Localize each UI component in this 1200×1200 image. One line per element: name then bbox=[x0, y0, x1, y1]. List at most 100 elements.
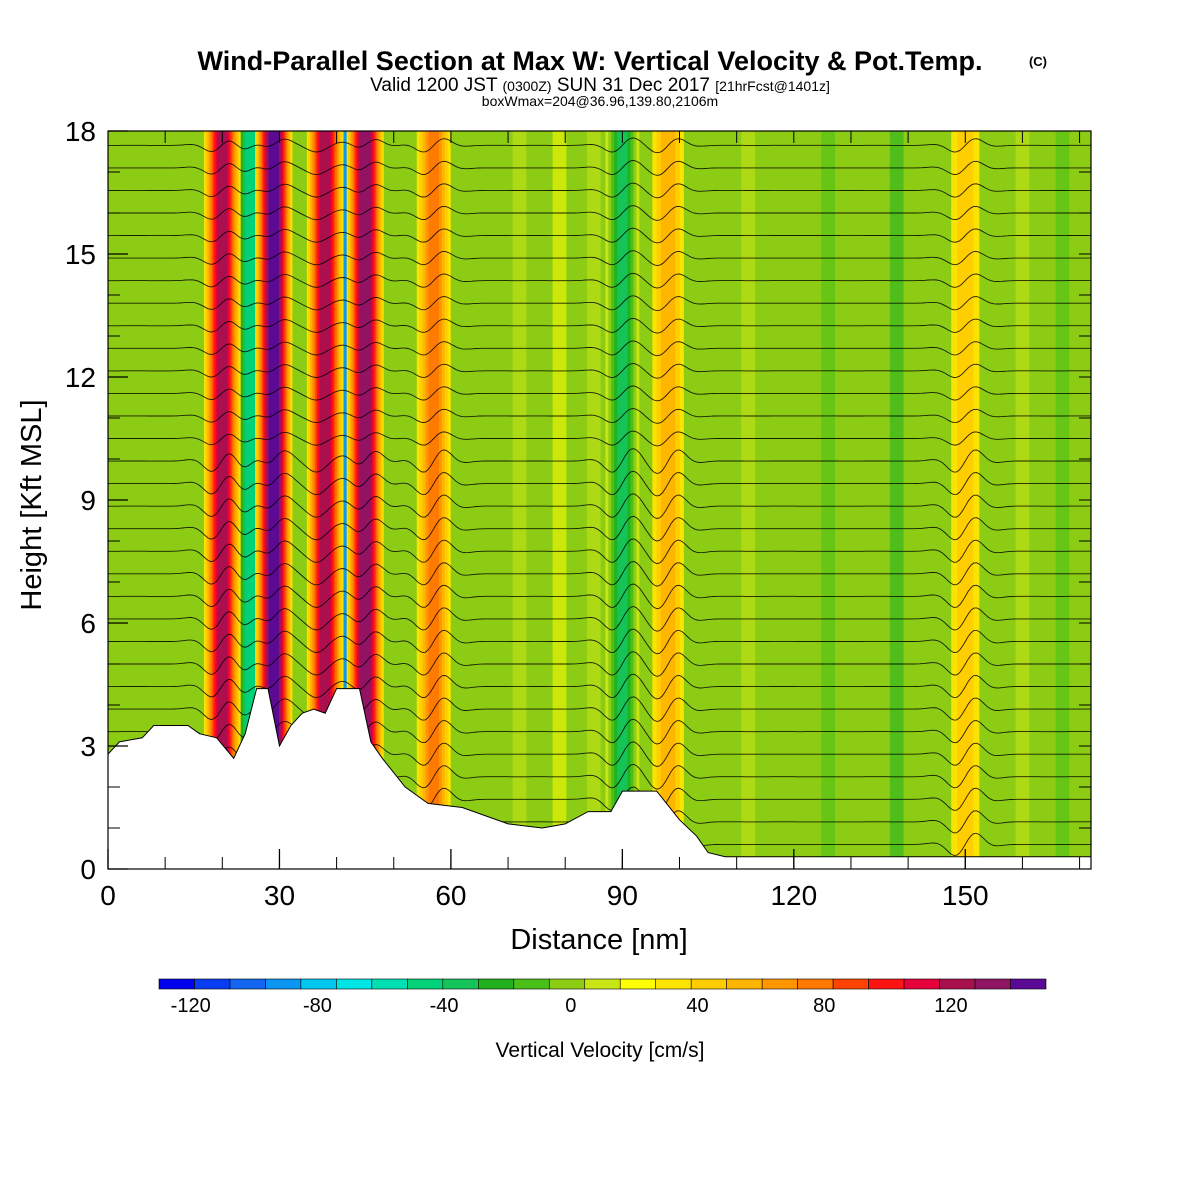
colorbar-swatch bbox=[726, 978, 763, 990]
weak-streak-x112 bbox=[741, 131, 755, 869]
colorbar-swatch bbox=[371, 978, 408, 990]
y-tick-label: 15 bbox=[65, 239, 96, 270]
y-tick-label: 0 bbox=[80, 854, 96, 885]
colorbar-swatch bbox=[513, 978, 550, 990]
colorbar-swatch bbox=[442, 978, 479, 990]
colorbar-swatch bbox=[1010, 978, 1047, 990]
isentrope-contour bbox=[108, 470, 1091, 497]
terrain bbox=[108, 688, 1091, 869]
chart-subtitle: Valid 1200 JST (0300Z) SUN 31 Dec 2017 [… bbox=[370, 75, 830, 96]
colorbar-swatch bbox=[336, 978, 373, 990]
forecast-info: [21hrFcst@1401z] bbox=[715, 78, 830, 94]
colorbar-swatch bbox=[690, 978, 727, 990]
colorbar-tick-label: -40 bbox=[430, 995, 459, 1017]
isentrope-contour bbox=[108, 272, 1091, 289]
colorbar-tick-label: 0 bbox=[565, 995, 576, 1017]
y-tick-label: 12 bbox=[65, 362, 96, 393]
colorbar-swatch bbox=[584, 978, 621, 990]
colorbar-tick-label: 120 bbox=[934, 995, 967, 1017]
isentrope-contour bbox=[108, 651, 1091, 677]
y-tick-label: 3 bbox=[80, 731, 96, 762]
y-tick-label: 9 bbox=[80, 485, 96, 516]
colorbar-label: Vertical Velocity [cm/s] bbox=[496, 1039, 705, 1062]
isentrope-contour bbox=[108, 515, 1091, 542]
colorbar-swatch bbox=[761, 978, 798, 990]
x-axis-label: Distance [nm] bbox=[510, 924, 687, 956]
weak-streak-x167 bbox=[1055, 131, 1070, 869]
colorbar-swatch bbox=[939, 978, 976, 990]
downdraft-x25-level-60 bbox=[245, 131, 257, 869]
isentrope-contour bbox=[108, 295, 1091, 312]
weak-streak-x72 bbox=[512, 131, 527, 869]
isentrope-contour bbox=[108, 317, 1091, 334]
valid-date: SUN 31 Dec 2017 bbox=[557, 75, 710, 96]
updraft-x98-level-30 bbox=[660, 131, 676, 869]
weak-streak-x79 bbox=[552, 131, 567, 869]
weak-streak-x85 bbox=[586, 131, 601, 869]
isentrope-contour bbox=[108, 340, 1091, 357]
colorbar: -120 -80 -40 0 40 80 120 bbox=[158, 978, 1047, 1017]
isentrope-contour bbox=[108, 137, 1091, 154]
updraft-x150-level-20 bbox=[957, 131, 974, 869]
isentrope-contour bbox=[108, 363, 1091, 379]
colorbar-swatch bbox=[974, 978, 1011, 990]
box-info: boxWmax=204@36.96,139.80,2106m bbox=[482, 93, 718, 109]
copyright-mark: (C) bbox=[1029, 54, 1047, 69]
colorbar-swatch bbox=[548, 978, 586, 990]
colorbar-swatch bbox=[832, 978, 869, 990]
isentrope-contour bbox=[108, 583, 1091, 610]
downdraft-x90-level-50 bbox=[617, 131, 628, 869]
isentrope-contour bbox=[108, 561, 1091, 587]
colorbar-swatch bbox=[229, 978, 266, 990]
plot-area bbox=[108, 131, 1091, 869]
isentrope-contour bbox=[108, 160, 1091, 176]
x-tick-label: 30 bbox=[264, 880, 295, 911]
x-tick-label: 60 bbox=[435, 880, 466, 911]
colorbar-swatch bbox=[407, 978, 444, 990]
x-tick-label: 90 bbox=[607, 880, 638, 911]
isentrope-contour bbox=[108, 628, 1091, 655]
updraft-x38-level-90 bbox=[320, 131, 331, 869]
colorbar-swatch bbox=[655, 978, 692, 990]
x-tick-label: 150 bbox=[942, 880, 989, 911]
isentrope-contour bbox=[108, 385, 1091, 402]
isentrope-contour bbox=[108, 493, 1091, 519]
y-axis-label: Height [Kft MSL] bbox=[16, 399, 48, 610]
updraft-x29-level-110 bbox=[268, 131, 279, 869]
isentrope-contour bbox=[108, 538, 1091, 565]
x-tick-label: 0 bbox=[100, 880, 116, 911]
weak-streak-x138 bbox=[889, 131, 904, 869]
valid-time: Valid 1200 JST bbox=[370, 75, 498, 96]
weak-streak-x160 bbox=[1015, 131, 1030, 869]
isentrope-contour bbox=[108, 250, 1091, 266]
isentrope-contour bbox=[108, 448, 1091, 474]
colorbar-tick-label: 80 bbox=[813, 995, 835, 1017]
colorbar-swatch bbox=[194, 978, 231, 990]
colorbar-swatch bbox=[478, 978, 515, 990]
updraft-x20-level-90 bbox=[217, 131, 228, 869]
colorbar-tick-label: 40 bbox=[686, 995, 708, 1017]
y-tick-label: 6 bbox=[80, 608, 96, 639]
colorbar-swatch bbox=[300, 978, 337, 990]
colorbar-swatch bbox=[158, 978, 195, 990]
colorbar-swatch bbox=[903, 978, 940, 990]
colorbar-tick-label: -80 bbox=[303, 995, 332, 1017]
isentrope-contour bbox=[108, 606, 1091, 632]
isentrope-contour bbox=[108, 182, 1091, 199]
colorbar-tick-label: -120 bbox=[171, 995, 211, 1017]
chart-title: Wind-Parallel Section at Max W: Vertical… bbox=[198, 46, 983, 76]
valid-zulu: (0300Z) bbox=[503, 78, 552, 94]
isentrope-contour bbox=[108, 673, 1091, 700]
colorbar-swatch bbox=[265, 978, 302, 990]
isentrope-contour bbox=[108, 205, 1091, 221]
colorbar-swatch bbox=[868, 978, 905, 990]
isentrope-contour bbox=[108, 408, 1091, 424]
updraft-x45-level-100 bbox=[360, 131, 371, 869]
y-tick-label: 18 bbox=[65, 116, 96, 147]
colorbar-swatch bbox=[797, 978, 834, 990]
colorbar-swatch bbox=[619, 978, 657, 990]
updraft-x57-level-50 bbox=[428, 131, 439, 869]
x-tick-label: 120 bbox=[770, 880, 817, 911]
isentrope-contour bbox=[108, 227, 1091, 244]
